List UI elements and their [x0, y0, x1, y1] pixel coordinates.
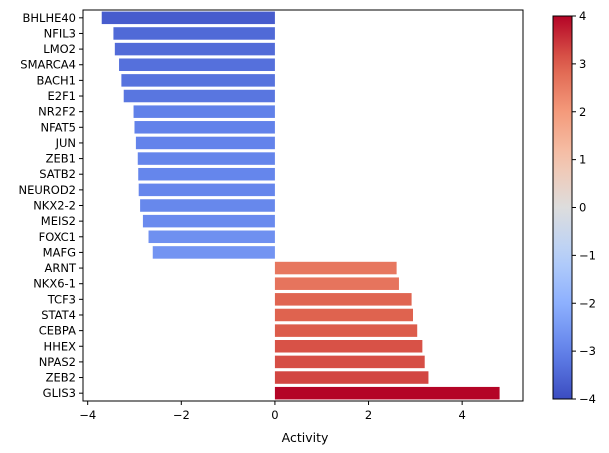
y-tick-label: ARNT: [45, 261, 77, 275]
y-tick-label: NKX6-1: [33, 277, 76, 291]
bar-satb2: [138, 167, 275, 181]
y-tick-label: CEBPA: [39, 324, 76, 338]
x-tick-label: 4: [458, 408, 465, 422]
x-axis: −4 −2 0 2 4: [79, 401, 466, 422]
colorbar-tick-label: −2: [579, 296, 596, 310]
bar-tcf3: [274, 293, 412, 306]
y-tick-label: SMARCA4: [20, 58, 76, 72]
y-tick-label: NPAS2: [39, 355, 76, 369]
colorbar-tick-label: −3: [579, 344, 596, 358]
colorbar: [552, 15, 573, 400]
bar-zeb1: [137, 152, 275, 165]
y-tick-label: NFAT5: [41, 120, 76, 134]
bar-hhex: [274, 340, 423, 353]
y-tick-label: LMO2: [43, 42, 76, 56]
colorbar-tick-label: 4: [579, 9, 586, 23]
bar-stat4: [274, 308, 413, 322]
colorbar-tick-label: −1: [579, 248, 596, 262]
bar-neurod2: [138, 183, 275, 197]
bar-zeb2: [274, 371, 429, 384]
bar-nkx6-1: [274, 277, 399, 290]
bar-npas2: [274, 355, 425, 369]
y-tick-label: SATB2: [39, 167, 76, 181]
x-tick-label: −2: [173, 408, 190, 422]
y-tick-label: HHEX: [44, 339, 77, 353]
y-tick-label: NFIL3: [44, 26, 76, 40]
colorbar-tick-label: 3: [579, 57, 586, 71]
y-tick-label: MEIS2: [41, 214, 76, 228]
y-tick-label: E2F1: [47, 89, 76, 103]
y-tick-label: ZEB2: [46, 371, 76, 385]
colorbar-tick-label: 2: [579, 105, 586, 119]
bar-lmo2: [114, 42, 275, 56]
y-tick-label: FOXC1: [39, 230, 76, 244]
bar-nfat5: [134, 121, 275, 134]
bar-cebpa: [274, 324, 418, 337]
y-tick-label: JUN: [55, 136, 76, 150]
colorbar-tick-label: 0: [579, 201, 586, 215]
x-axis-label: Activity: [282, 430, 329, 445]
bar-meis2: [142, 214, 275, 228]
y-tick-label: NKX2-2: [33, 199, 76, 213]
bar-arnt: [274, 261, 397, 275]
bar-mafg: [152, 246, 275, 259]
y-tick-label: NEUROD2: [19, 183, 77, 197]
y-tick-label: TCF3: [47, 292, 76, 306]
bar-nfil3: [113, 27, 275, 40]
x-tick-label: 2: [365, 408, 372, 422]
y-tick-label: BACH1: [36, 73, 76, 87]
bar-foxc1: [148, 230, 275, 244]
x-tick-label: −4: [79, 408, 96, 422]
colorbar-tick-label: 1: [579, 153, 586, 167]
y-tick-label: MAFG: [43, 245, 76, 259]
bar-jun: [135, 136, 275, 150]
y-tick-label: BHLHE40: [23, 11, 77, 25]
bar-nkx2-2: [140, 199, 275, 212]
bar-glis3: [274, 386, 500, 400]
colorbar-axis: 4 3 2 1 0 −1 −2 −3 −4: [572, 9, 596, 406]
bar-bach1: [121, 74, 275, 87]
y-tick-label: NR2F2: [38, 105, 76, 119]
bar-bhlhe40: [101, 11, 275, 25]
y-tick-label: GLIS3: [43, 386, 76, 400]
bar-e2f1: [123, 89, 275, 103]
bars-group: [101, 11, 500, 400]
x-tick-label: 0: [271, 408, 278, 422]
y-tick-label: ZEB1: [46, 152, 76, 166]
bar-smarca4: [119, 58, 275, 71]
bar-nr2f2: [133, 105, 275, 118]
colorbar-tick-label: −4: [579, 392, 596, 406]
y-tick-label: STAT4: [41, 308, 76, 322]
